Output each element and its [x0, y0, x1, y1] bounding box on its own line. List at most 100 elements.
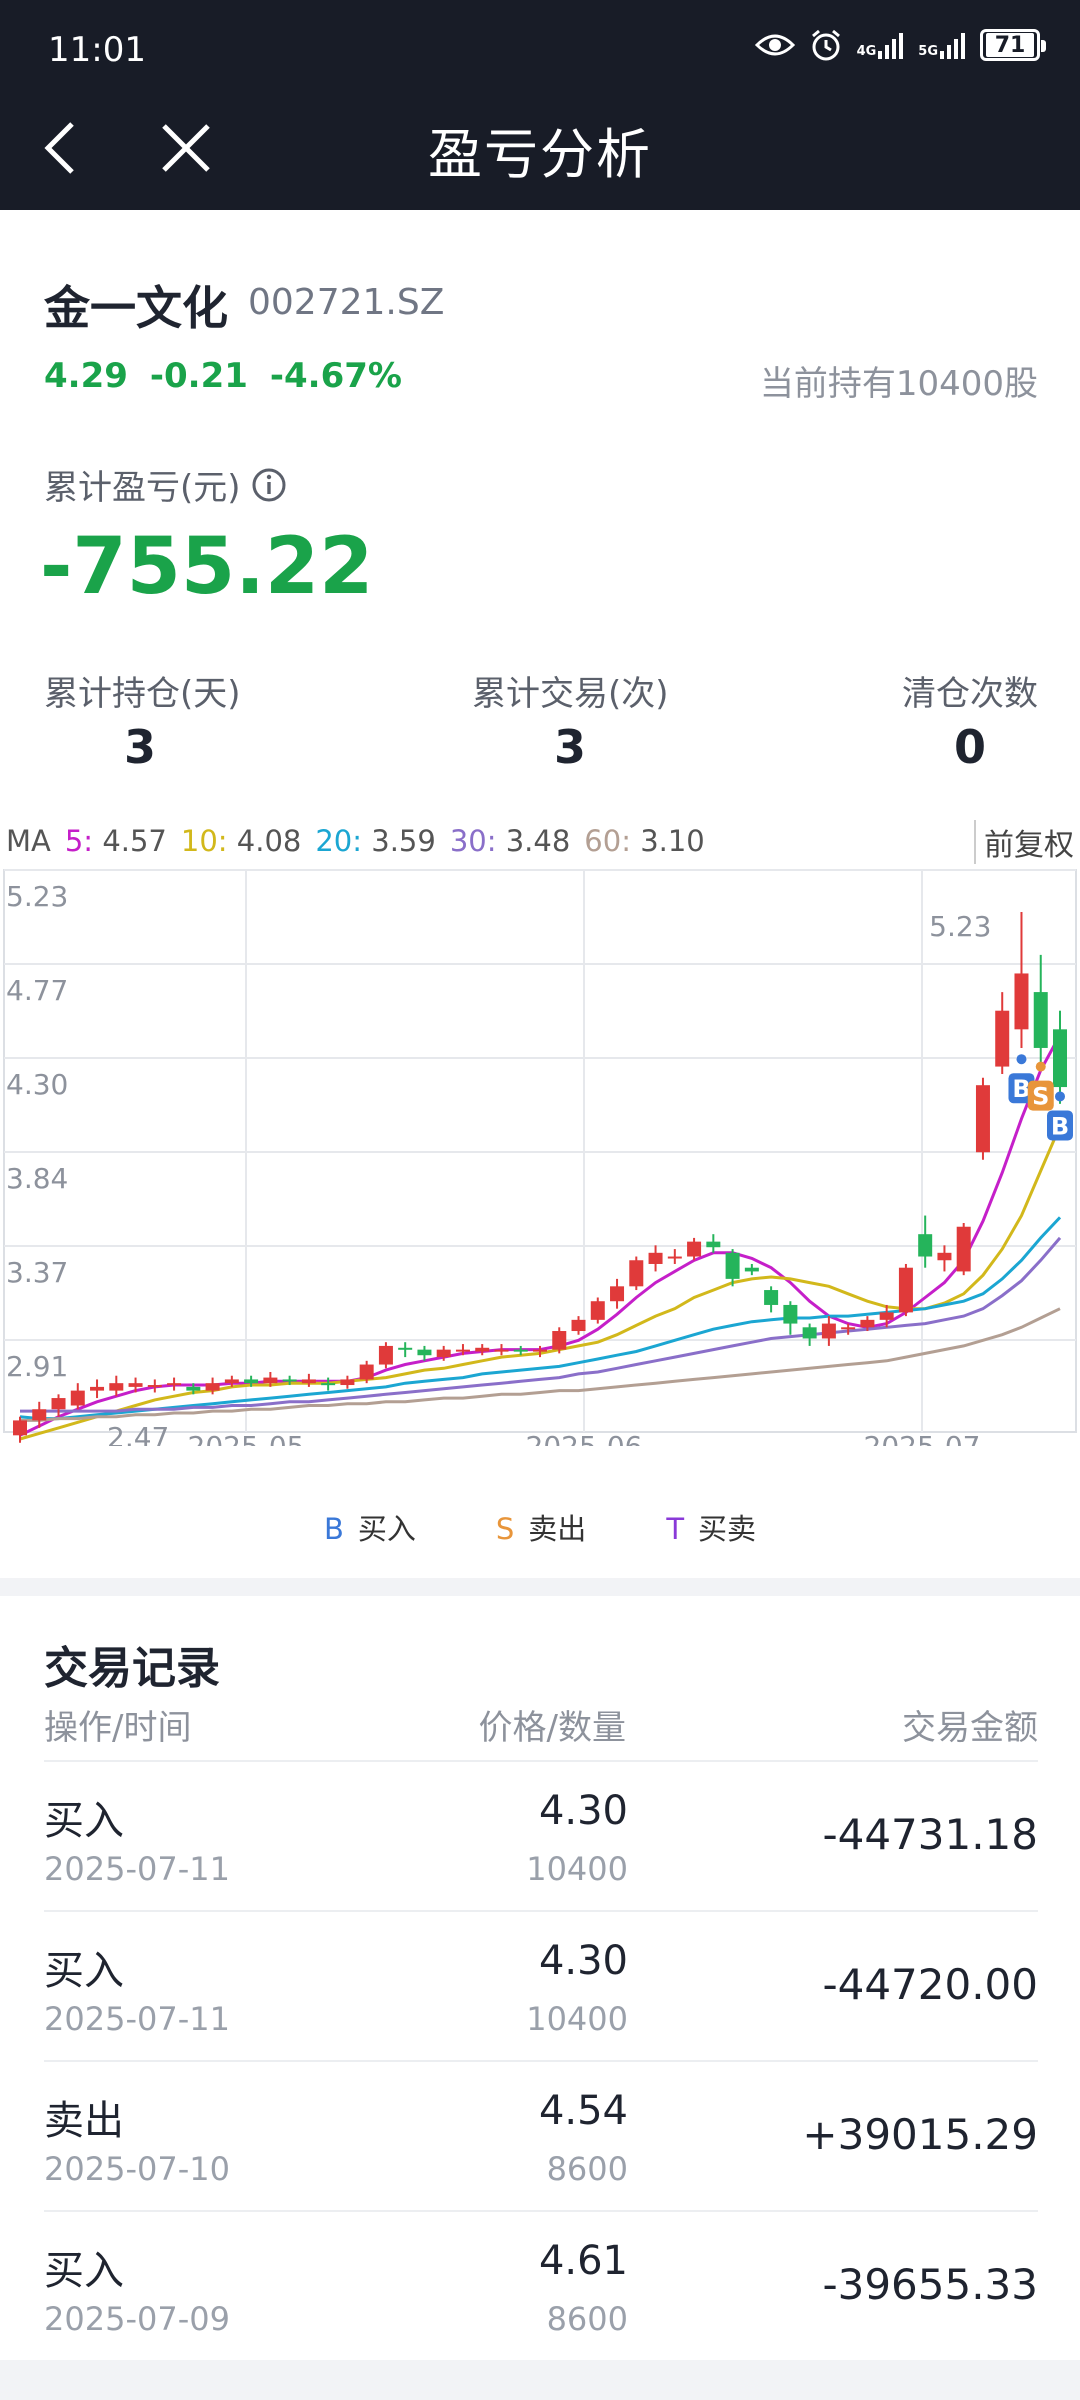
trade-date: 2025-07-11 — [44, 2000, 230, 2038]
info-icon[interactable] — [251, 467, 287, 503]
trade-amount: -39655.33 — [822, 2260, 1038, 2309]
candle-body — [70, 1390, 85, 1406]
network-5g-label: 5G — [918, 44, 938, 59]
alarm-icon — [811, 29, 840, 61]
trade-price: 4.30 — [538, 1788, 628, 1834]
trade-row[interactable]: 买入 2025-07-11 4.30 10400 -44731.18 — [44, 1760, 1038, 1910]
candle-body — [13, 1420, 27, 1436]
status-time: 11:01 — [48, 30, 146, 70]
legend-sell: S 卖出 — [496, 1506, 586, 1548]
candle-body — [956, 1226, 971, 1272]
trade-marker-label: B — [1051, 1112, 1069, 1140]
y-tick-label: 4.30 — [6, 1068, 68, 1101]
trade-marker-label: B — [1012, 1075, 1030, 1103]
y-tick-label: 5.23 — [6, 880, 68, 913]
trade-row[interactable]: 买入 2025-07-11 4.30 10400 -44720.00 — [44, 1910, 1038, 2060]
candle-body — [648, 1252, 663, 1264]
trade-amount: -44731.18 — [822, 1810, 1038, 1859]
battery-icon: 71 — [980, 29, 1046, 61]
candle-body — [1014, 973, 1029, 1030]
legend-sell-label: 卖出 — [528, 1512, 587, 1546]
x-tick-label: 2025-06 — [526, 1430, 643, 1446]
trade-qty: 10400 — [526, 1850, 628, 1888]
candle-body — [629, 1260, 644, 1287]
y-tick-label: 2.91 — [6, 1350, 68, 1383]
stat-trade-count-value: 3 — [554, 720, 587, 774]
stat-trade-count-label: 累计交易(次) — [472, 674, 669, 714]
stock-change: -0.21 — [149, 356, 248, 396]
legend-buy-key: B — [323, 1512, 344, 1546]
candle-body — [147, 1385, 162, 1388]
close-icon[interactable] — [160, 122, 212, 174]
pnl-label-text: 累计盈亏(元) — [44, 468, 241, 508]
status-icons: 4G 5G 71 — [754, 28, 1046, 62]
ma60-value: 3.10 — [640, 824, 705, 858]
section-divider — [0, 1578, 1080, 1596]
legend-trade: T 买卖 — [666, 1506, 756, 1548]
ma-line — [20, 1307, 1061, 1422]
candle-body — [436, 1349, 451, 1358]
ma-line — [19, 1216, 1062, 1421]
trade-amount: +39015.29 — [802, 2110, 1038, 2159]
trade-marker-dot — [1016, 1054, 1027, 1065]
legend-buy: B 买入 — [324, 1506, 416, 1548]
stat-clear-count-label: 清仓次数 — [902, 674, 1038, 714]
legend-trade-label: 买卖 — [698, 1512, 757, 1546]
signal-icon — [940, 33, 965, 59]
candle-body — [1053, 1029, 1067, 1088]
ma20-value: 3.59 — [371, 824, 436, 858]
stat-clear-count-value: 0 — [954, 720, 987, 774]
trade-marker-dot — [1055, 1091, 1065, 1102]
candle-body — [301, 1379, 316, 1384]
trade-marker-dot — [1035, 1061, 1046, 1072]
candle-body — [590, 1301, 605, 1320]
trade-row[interactable]: 买入 2025-07-09 4.61 8600 -39655.33 — [44, 2210, 1038, 2360]
back-icon[interactable] — [38, 118, 82, 178]
legend-trade-key: T — [666, 1512, 685, 1546]
trades-header-amount: 交易金额 — [902, 1708, 1038, 1748]
page-title: 盈亏分析 — [428, 123, 652, 186]
candle-body — [975, 1085, 990, 1153]
top-bar: 11:01 4G 5G 71 盈亏分析 — [0, 0, 1080, 210]
candle-body — [802, 1327, 817, 1339]
ma30: 30: 3.48 — [450, 824, 570, 858]
battery-level: 71 — [986, 33, 1034, 58]
stat-hold-days-value: 3 — [124, 720, 157, 774]
pnl-value: -755.22 — [40, 522, 374, 612]
stock-quote: 4.29 -0.21 -4.67% — [44, 356, 402, 396]
candle-body — [244, 1379, 259, 1384]
ma60-key: 60: — [584, 824, 631, 858]
candle-body — [610, 1286, 625, 1302]
trade-marker — [1027, 1080, 1054, 1111]
holding-text: 当前持有10400股 — [759, 364, 1038, 404]
candle-body — [378, 1345, 393, 1365]
candle-body — [128, 1383, 143, 1387]
stock-change-pct: -4.67% — [269, 356, 402, 396]
trades-title: 交易记录 — [44, 1643, 220, 1694]
ma-prefix: MA — [6, 824, 51, 858]
candle-body — [359, 1364, 374, 1380]
trade-qty: 8600 — [546, 2300, 628, 2338]
candle-body — [109, 1383, 124, 1391]
candle-body — [764, 1290, 779, 1305]
candlestick-chart[interactable]: 5.23 4.77 4.30 3.84 3.37 2.91 2025-05 2025-06 20… — [0, 866, 1080, 1446]
trade-amount: -44720.00 — [822, 1960, 1038, 2009]
trade-date: 2025-07-11 — [44, 1850, 230, 1888]
chart-legend: B 买入 S 卖出 T 买卖 — [0, 1506, 1080, 1548]
min-price-label: 2.47 — [107, 1421, 169, 1446]
candle-body — [937, 1252, 952, 1261]
candle-body — [321, 1383, 336, 1386]
trades-header-price: 价格/数量 — [478, 1708, 626, 1748]
ma20-key: 20: — [315, 824, 363, 858]
trade-marker — [1047, 1110, 1073, 1141]
stock-price: 4.29 — [44, 356, 128, 396]
stock-name: 金一文化 — [44, 281, 228, 335]
adjust-button[interactable]: 前复权 — [974, 820, 1074, 864]
ma5: 5: 4.57 — [65, 824, 167, 858]
trade-marker-label: S — [1032, 1083, 1049, 1111]
trade-op: 买入 — [44, 1798, 124, 1844]
candle-body — [879, 1312, 894, 1320]
candle-body — [513, 1349, 528, 1352]
trade-row[interactable]: 卖出 2025-07-10 4.54 8600 +39015.29 — [44, 2060, 1038, 2210]
stat-hold-days-label: 累计持仓(天) — [44, 674, 241, 714]
